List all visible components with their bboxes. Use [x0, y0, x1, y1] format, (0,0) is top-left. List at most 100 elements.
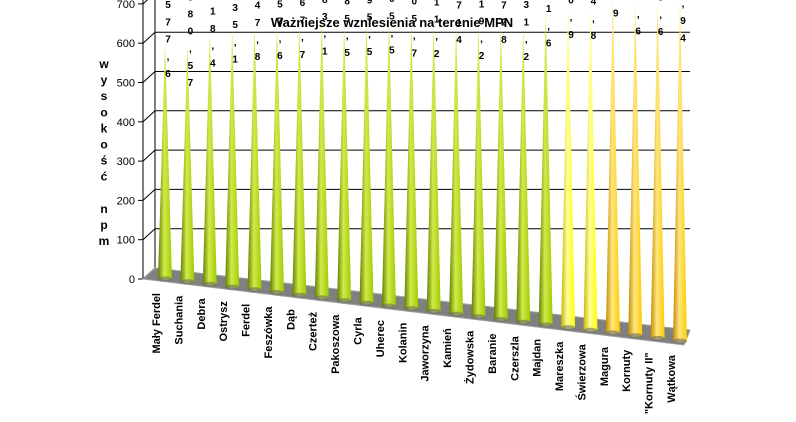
bar-base: [516, 319, 531, 325]
y-tick-label: 400: [117, 117, 135, 129]
category-label: Świerzowa: [575, 343, 588, 400]
category-label: Ostrysz: [218, 301, 230, 342]
bar: [314, 21, 329, 300]
data-label: 685,5: [344, 0, 350, 59]
category-label: Feszówka: [263, 306, 275, 359]
bar: [158, 44, 172, 281]
bar: [449, 25, 464, 316]
category-label: Czerszla: [509, 335, 521, 381]
data-label: 835,6: [658, 0, 664, 38]
data-label: 580,57: [188, 0, 194, 89]
category-label: Dąb: [285, 309, 297, 330]
data-label: 618,4: [210, 0, 216, 69]
bar: [337, 23, 352, 303]
data-label: 705,7: [412, 0, 418, 59]
data-label: 705,5: [389, 0, 395, 57]
category-label: Kornuty: [621, 349, 633, 392]
bar: [561, 4, 576, 330]
bar: [381, 20, 396, 308]
data-label: 695,5: [367, 0, 373, 58]
y-tick-label: 600: [117, 38, 135, 50]
bar-base: [269, 290, 284, 295]
category-label: Jaworzyna: [420, 325, 432, 382]
data-label: 829,6: [635, 0, 641, 38]
bar-base: [449, 311, 464, 317]
bar-base: [158, 276, 172, 282]
gridline-side: [142, 110, 156, 123]
category-label: Żydowska: [463, 330, 476, 384]
bar-base: [202, 281, 217, 287]
category-label: Cyrla: [353, 316, 365, 344]
data-label: 647,8: [255, 0, 261, 63]
bar: [628, 1, 643, 338]
bar-base: [247, 287, 262, 293]
y-tick-label: 200: [117, 195, 135, 207]
bar-base: [471, 314, 486, 320]
y-tick-label: 500: [117, 78, 135, 90]
bar: [673, 0, 687, 343]
y-axis: 0100200300400500600700800900wysokośćnpm: [98, 0, 135, 286]
bar: [225, 29, 240, 289]
bar: [650, 2, 665, 340]
bar: [493, 25, 508, 322]
chart-grid: [138, 0, 690, 280]
category-label: Mały Ferdel: [151, 293, 163, 354]
chart-bars: [158, 0, 687, 344]
bar: [471, 26, 486, 319]
bar: [605, 0, 620, 335]
data-label: 667,7: [300, 0, 306, 61]
data-label: 829: [613, 0, 619, 20]
data-label: 719,2: [479, 0, 485, 62]
gridline-side: [142, 0, 148, 5]
y-tick-label: 300: [117, 156, 135, 168]
bar-base: [426, 308, 441, 314]
bar: [202, 33, 217, 286]
bar-base: [381, 303, 396, 309]
data-label: 711,2: [434, 0, 440, 60]
gridline-side: [142, 189, 156, 201]
data-label: 845,94: [680, 0, 686, 44]
bar: [269, 26, 284, 294]
y-tick-label: 0: [129, 274, 135, 286]
category-label: Kolanin: [397, 322, 409, 363]
gridline-side: [142, 31, 156, 44]
bar-base: [337, 298, 352, 304]
category-label: Baranie: [487, 334, 499, 374]
category-label: Debra: [196, 298, 208, 330]
bar-base: [404, 306, 419, 312]
category-label: Majdan: [532, 339, 544, 377]
bar: [180, 45, 195, 284]
bar: [583, 6, 598, 332]
bar-base: [225, 284, 240, 290]
bar-base: [314, 295, 329, 301]
bar: [538, 13, 553, 327]
bar-base: [359, 300, 374, 306]
data-label: 800,9: [568, 0, 574, 41]
bar-base: [561, 325, 576, 331]
bar-base: [650, 335, 665, 341]
gridline-side: [142, 228, 156, 241]
data-label: 657,6: [277, 0, 283, 62]
data-label: 683,1: [322, 0, 328, 57]
bar-base: [292, 292, 307, 298]
gridline-side: [142, 149, 156, 162]
bar-base: [538, 322, 553, 328]
category-label: Pakoszowa: [330, 314, 342, 374]
y-tick-label: 100: [117, 235, 135, 247]
bar-base: [673, 338, 687, 344]
bar: [247, 27, 262, 292]
chart-title: Ważniejsze wzniesienia na terenie MPN: [271, 15, 513, 30]
category-label: Suchania: [173, 295, 185, 345]
bar: [359, 21, 374, 305]
category-label: Mareszka: [554, 341, 566, 391]
bar-base: [180, 279, 195, 285]
data-label: 635,1: [232, 0, 238, 65]
bar-base: [493, 317, 508, 322]
bar: [426, 23, 441, 313]
category-label: Magura: [599, 346, 611, 386]
